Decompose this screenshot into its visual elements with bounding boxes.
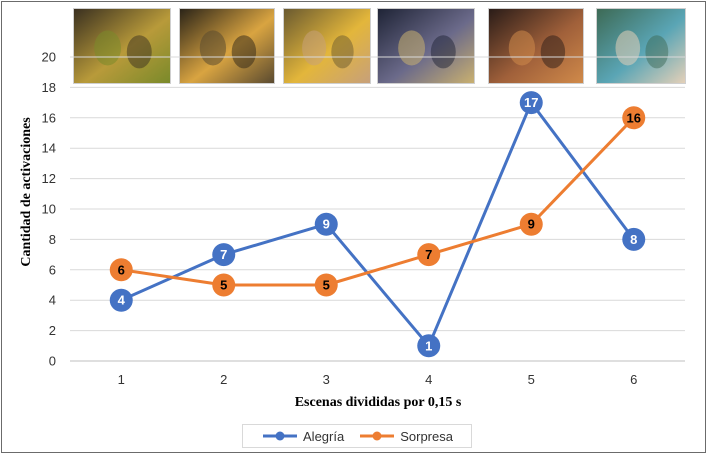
scene-6-three-people-image bbox=[596, 8, 686, 84]
data-point bbox=[109, 258, 133, 282]
x-tick-label: 5 bbox=[528, 372, 535, 387]
data-point bbox=[109, 288, 133, 312]
x-tick-label: 6 bbox=[630, 372, 637, 387]
y-tick-label: 2 bbox=[49, 323, 56, 338]
y-axis-ticks: 0 2 4 6 8 10 12 14 16 18 20 bbox=[42, 50, 56, 369]
scene-2-sunset-couple-image bbox=[179, 8, 275, 84]
data-point bbox=[622, 106, 646, 130]
x-axis-label: Escenas divididas por 0,15 s bbox=[295, 395, 462, 410]
data-label: 8 bbox=[630, 232, 637, 247]
gridlines bbox=[70, 56, 685, 362]
data-point bbox=[212, 243, 236, 267]
legend-label-alegria: Alegría bbox=[303, 428, 345, 444]
series-line-1 bbox=[121, 116, 635, 287]
data-label: 7 bbox=[425, 247, 432, 262]
scene-3-woman-eating-image bbox=[283, 8, 371, 84]
data-label: 9 bbox=[528, 217, 535, 232]
legend-item-alegria: Alegría bbox=[261, 429, 344, 444]
x-axis-ticks: 1 2 3 4 5 6 bbox=[118, 372, 638, 387]
legend: Alegría Sorpresa bbox=[242, 424, 472, 448]
y-tick-label: 12 bbox=[42, 171, 56, 186]
y-axis-label: Cantidad de activaciones bbox=[19, 117, 34, 267]
y-tick-label: 16 bbox=[42, 110, 56, 125]
data-label: 1 bbox=[425, 338, 432, 353]
data-label: 4 bbox=[118, 293, 126, 308]
y-tick-label: 10 bbox=[42, 202, 56, 217]
data-label: 5 bbox=[323, 278, 330, 293]
scene-1-fruit-market-image bbox=[73, 8, 171, 84]
y-tick-label: 20 bbox=[42, 50, 56, 65]
data-label: 17 bbox=[524, 95, 538, 110]
data-label: 9 bbox=[323, 217, 330, 232]
y-tick-label: 6 bbox=[49, 262, 56, 277]
y-tick-label: 0 bbox=[49, 354, 56, 369]
data-point bbox=[314, 212, 338, 236]
x-tick-label: 1 bbox=[118, 372, 125, 387]
y-tick-label: 18 bbox=[42, 80, 56, 95]
y-tick-label: 8 bbox=[49, 232, 56, 247]
data-point bbox=[519, 212, 543, 236]
legend-item-sorpresa: Sorpresa bbox=[358, 429, 453, 444]
data-point bbox=[622, 227, 646, 251]
x-tick-label: 3 bbox=[323, 372, 330, 387]
data-point bbox=[212, 273, 236, 297]
y-tick-label: 4 bbox=[49, 293, 56, 308]
legend-marker-sorpresa bbox=[360, 431, 395, 441]
series-line-0 bbox=[120, 101, 635, 348]
data-label: 16 bbox=[627, 110, 641, 125]
data-label: 5 bbox=[220, 278, 227, 293]
x-tick-label: 2 bbox=[220, 372, 227, 387]
x-tick-label: 4 bbox=[425, 372, 432, 387]
data-label: 7 bbox=[220, 247, 227, 262]
legend-marker-alegria bbox=[263, 431, 298, 441]
y-tick-label: 14 bbox=[42, 141, 56, 156]
data-label: 6 bbox=[118, 262, 125, 277]
series-lines: 4 7 9 1 17 8 6 5 5 7 9 16 bbox=[109, 91, 646, 358]
legend-label-sorpresa: Sorpresa bbox=[400, 428, 453, 444]
data-point bbox=[417, 334, 441, 358]
data-point bbox=[314, 273, 338, 297]
data-point bbox=[417, 243, 441, 267]
data-point bbox=[519, 91, 543, 115]
